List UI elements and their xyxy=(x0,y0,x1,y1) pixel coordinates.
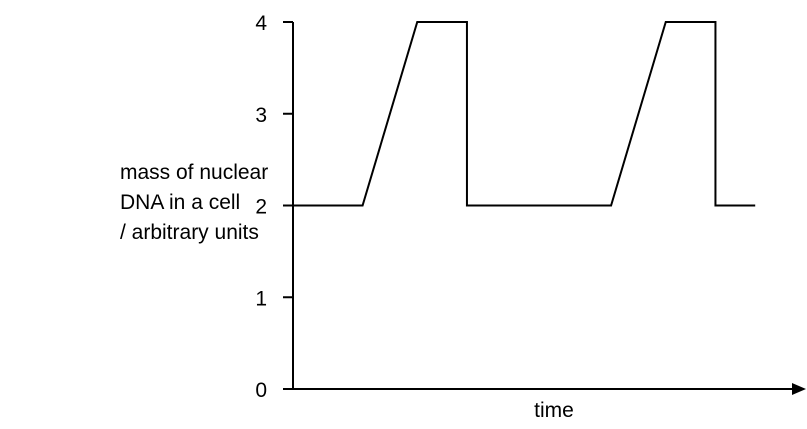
y-ticks: 0 1 2 3 4 xyxy=(255,12,293,402)
y-axis-label-line-3: / arbitrary units xyxy=(120,221,259,244)
dna-mass-line xyxy=(293,21,756,207)
x-axis-arrowhead xyxy=(792,383,806,395)
y-axis-label-line-2: DNA in a cell xyxy=(120,191,241,214)
y-tick-label: 0 xyxy=(255,379,267,402)
y-tick-label: 2 xyxy=(255,196,267,219)
axes xyxy=(292,22,806,395)
y-tick-label: 4 xyxy=(255,12,267,35)
y-tick-label: 1 xyxy=(255,287,267,310)
y-axis-label-line-1: mass of nuclear xyxy=(120,161,269,184)
series-layer xyxy=(293,21,756,207)
y-axis-label: mass of nuclear DNA in a cell / arbitrar… xyxy=(120,158,268,248)
y-tick-label: 3 xyxy=(255,104,267,127)
x-axis-label: time xyxy=(534,399,574,422)
